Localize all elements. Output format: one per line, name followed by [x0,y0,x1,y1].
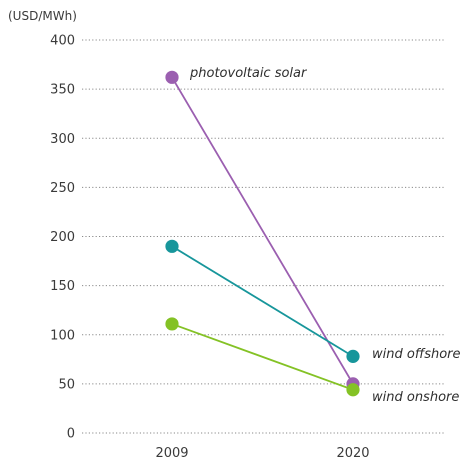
series-label-photovoltaic-solar: photovoltaic solar [189,66,308,81]
x-tick-label-2020: 2020 [336,446,369,461]
data-point-photovoltaic-solar-2009 [165,70,179,84]
series-line-wind-offshore [171,245,354,358]
series-label-wind-onshore: wind onshore [372,390,459,405]
x-tick-label-2009: 2009 [155,446,188,461]
data-point-wind-onshore-2020 [346,383,360,397]
data-point-wind-onshore-2009 [165,317,179,331]
y-tick-label-200: 200 [50,230,75,245]
y-tick-label-50: 50 [58,377,75,392]
y-axis-tick-labels: 0 50 100 150 200 250 300 350 400 [50,34,75,442]
y-tick-label-0: 0 [67,427,75,442]
y-tick-label-300: 300 [50,132,75,147]
y-tick-label-350: 350 [50,83,75,98]
data-point-wind-offshore-2020 [346,349,360,363]
y-tick-label-100: 100 [50,328,75,343]
series-lines [171,76,354,391]
series-labels: photovoltaic solar wind offshore wind onsh… [189,66,461,405]
series-points [165,70,360,397]
y-tick-label-150: 150 [50,279,75,294]
series-line-photovoltaic-solar [171,76,354,385]
series-line-wind-onshore [171,323,354,391]
y-axis-unit-label: (USD/MWh) [8,9,77,23]
y-tick-label-250: 250 [50,181,75,196]
x-axis-tick-labels: 2009 2020 [155,446,369,461]
y-tick-label-400: 400 [50,34,75,49]
grid-lines [82,39,444,434]
series-label-wind-offshore: wind offshore [372,347,461,362]
data-point-wind-offshore-2009 [165,239,179,253]
